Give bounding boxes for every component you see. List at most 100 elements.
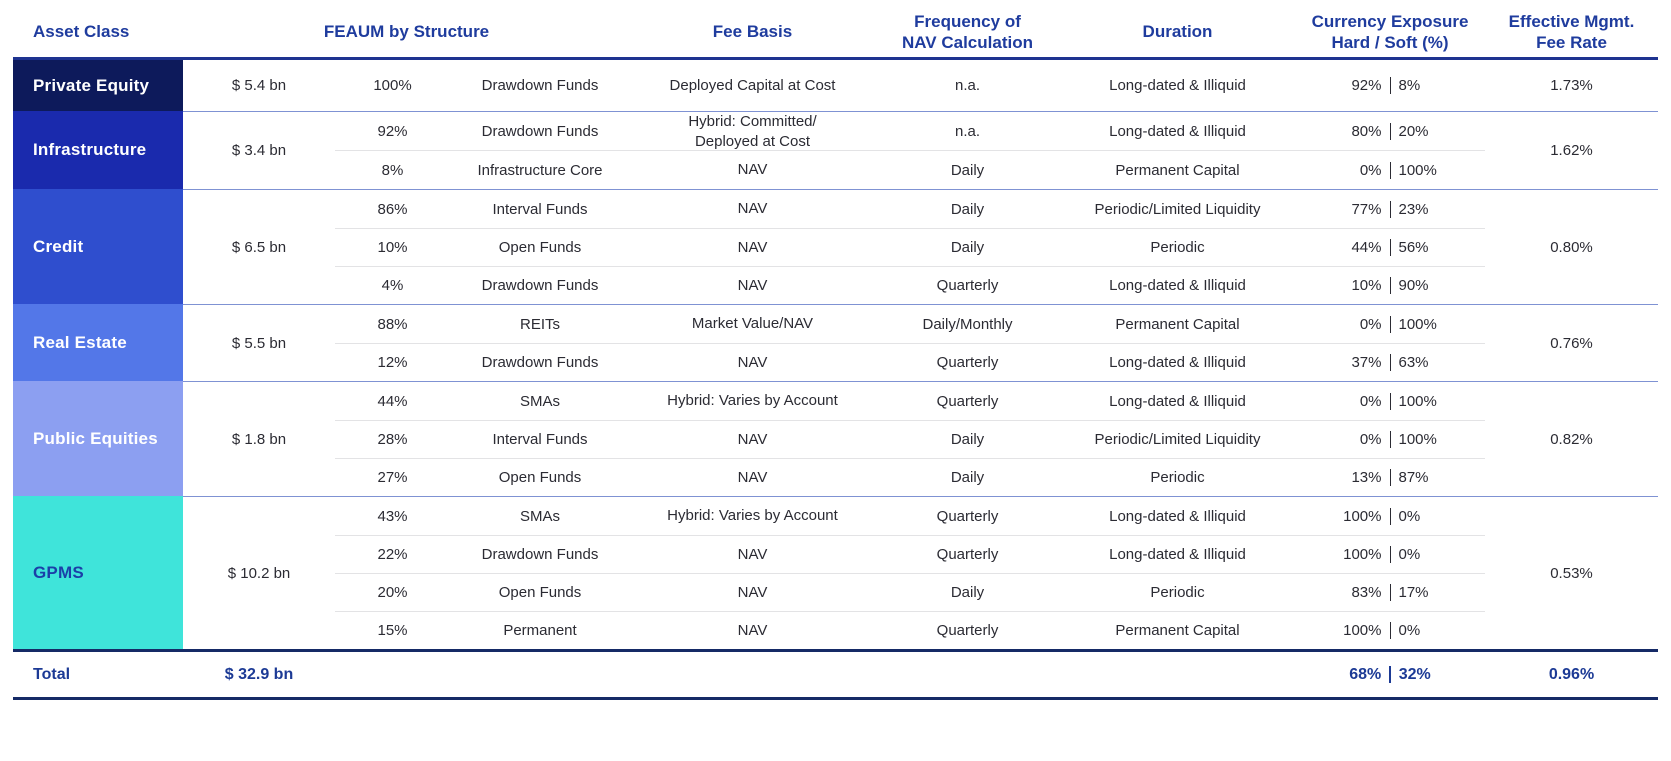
structure-row: 28% Interval Funds NAV Daily Periodic/Li… xyxy=(335,420,1485,458)
hard-soft-divider xyxy=(1389,77,1391,94)
currency-exposure-value: 0% 100% xyxy=(1295,392,1485,410)
total-fee-rate-value: 0.96% xyxy=(1548,665,1595,683)
hard-currency-value: 80% xyxy=(1351,123,1382,140)
structure-name: Interval Funds xyxy=(492,431,588,448)
structure-name: REITs xyxy=(519,315,560,333)
currency-exposure-value: 80% 20% xyxy=(1295,123,1485,140)
asset-class-name: Public Equities xyxy=(33,428,158,448)
structure-percent: 15% xyxy=(377,622,408,639)
total-row: Total $ 32.9 bn 68% 32% 0.96% xyxy=(13,652,1658,697)
nav-frequency-value: Daily xyxy=(950,239,985,256)
structure-row: 20% Open Funds NAV Daily Periodic 83% 17… xyxy=(335,573,1485,611)
nav-frequency-value: Daily xyxy=(950,469,985,486)
currency-exposure-value: 0% 100% xyxy=(1295,161,1485,179)
total-soft-currency-value: 32% xyxy=(1398,665,1431,683)
fee-rate-value: 1.73% xyxy=(1550,77,1593,94)
asset-class-cell: GPMS xyxy=(13,496,183,649)
structure-name: Open Funds xyxy=(498,469,582,486)
structure-percent: 92% xyxy=(377,123,408,140)
duration-value: Periodic/Limited Liquidity xyxy=(1094,431,1261,448)
hard-soft-divider xyxy=(1389,123,1391,140)
fee-basis-value: Market Value/NAV xyxy=(691,315,814,333)
feaum-structure-table: Asset Class FEAUM by Structure Fee Basis… xyxy=(13,8,1658,700)
soft-currency-value: 100% xyxy=(1398,315,1437,333)
asset-class-group-body: $ 10.2 bn 43% SMAs Hybrid: Varies by Acc… xyxy=(183,496,1658,649)
hard-currency-value: 13% xyxy=(1351,469,1382,486)
structure-percent: 22% xyxy=(377,546,408,563)
fee-rate-value: 1.62% xyxy=(1550,142,1593,159)
asset-class-name: Real Estate xyxy=(33,332,127,352)
structure-rows: 92% Drawdown Funds Hybrid: Committed/ De… xyxy=(335,112,1485,189)
total-top-rule xyxy=(13,649,1658,652)
hard-soft-divider xyxy=(1389,584,1391,601)
fee-basis-value: NAV xyxy=(737,276,768,294)
asset-class-group: Credit $ 6.5 bn 86% Interval Funds NAV D… xyxy=(13,189,1658,304)
structure-rows: 43% SMAs Hybrid: Varies by Account Quart… xyxy=(335,497,1485,649)
duration-value: Periodic xyxy=(1150,584,1205,601)
soft-currency-value: 100% xyxy=(1398,431,1437,448)
asset-class-group-body: $ 3.4 bn 92% Drawdown Funds Hybrid: Comm… xyxy=(183,111,1658,189)
currency-exposure-value: 77% 23% xyxy=(1295,200,1485,218)
fee-basis-value: Hybrid: Varies by Account xyxy=(667,507,838,525)
structure-name: Drawdown Funds xyxy=(481,77,599,94)
hard-soft-divider xyxy=(1389,666,1391,683)
duration-value: Periodic xyxy=(1150,239,1205,256)
hard-currency-value: 100% xyxy=(1343,546,1382,563)
fee-basis-value: NAV xyxy=(737,430,768,448)
structure-percent: 43% xyxy=(377,507,408,525)
feaum-value: $ 5.4 bn xyxy=(231,77,287,94)
structure-name: SMAs xyxy=(519,392,560,410)
asset-class-group: Infrastructure $ 3.4 bn 92% Drawdown Fun… xyxy=(13,111,1658,189)
nav-frequency-value: Daily/Monthly xyxy=(922,315,1013,333)
total-label: Total xyxy=(33,665,71,683)
duration-value: Long-dated & Illiquid xyxy=(1109,77,1246,94)
soft-currency-value: 8% xyxy=(1398,77,1421,94)
fee-basis-value: NAV xyxy=(737,583,768,601)
nav-frequency-value: Quarterly xyxy=(936,392,999,410)
currency-exposure-value: 100% 0% xyxy=(1295,546,1485,563)
structure-name: Drawdown Funds xyxy=(481,354,599,371)
structure-percent: 88% xyxy=(377,315,408,333)
asset-class-group: GPMS $ 10.2 bn 43% SMAs Hybrid: Varies b… xyxy=(13,496,1658,649)
structure-row: 100% Drawdown Funds Deployed Capital at … xyxy=(335,60,1485,111)
currency-exposure-value: 10% 90% xyxy=(1295,277,1485,294)
structure-row: 44% SMAs Hybrid: Varies by Account Quart… xyxy=(335,382,1485,420)
structure-rows: 44% SMAs Hybrid: Varies by Account Quart… xyxy=(335,382,1485,496)
asset-class-name: Private Equity xyxy=(33,75,150,95)
hard-soft-divider xyxy=(1389,622,1391,639)
hard-currency-value: 100% xyxy=(1343,507,1382,525)
soft-currency-value: 0% xyxy=(1398,622,1421,639)
total-currency-exposure: 68% 32% xyxy=(1295,666,1485,684)
currency-exposure-value: 0% 100% xyxy=(1295,315,1485,333)
header-feaum-by-structure: FEAUM by Structure xyxy=(323,22,490,42)
hard-soft-divider xyxy=(1389,431,1391,448)
header-currency-exposure: Currency Exposure Hard / Soft (%) xyxy=(1311,11,1469,52)
hard-soft-divider xyxy=(1389,315,1391,333)
asset-class-group: Real Estate $ 5.5 bn 88% REITs Market Va… xyxy=(13,304,1658,381)
structure-row: 86% Interval Funds NAV Daily Periodic/Li… xyxy=(335,190,1485,228)
table-header-row: Asset Class FEAUM by Structure Fee Basis… xyxy=(13,8,1658,57)
structure-row: 27% Open Funds NAV Daily Periodic 13% 87… xyxy=(335,458,1485,496)
structure-name: Infrastructure Core xyxy=(477,161,603,179)
nav-frequency-value: Quarterly xyxy=(936,546,999,563)
structure-percent: 12% xyxy=(377,354,408,371)
asset-class-group-body: $ 5.4 bn 100% Drawdown Funds Deployed Ca… xyxy=(183,60,1658,111)
soft-currency-value: 56% xyxy=(1398,239,1429,256)
structure-percent: 86% xyxy=(377,200,408,218)
hard-soft-divider xyxy=(1389,546,1391,563)
asset-class-groups: Private Equity $ 5.4 bn 100% Drawdown Fu… xyxy=(13,60,1658,649)
structure-row: 15% Permanent NAV Quarterly Permanent Ca… xyxy=(335,611,1485,649)
duration-value: Long-dated & Illiquid xyxy=(1109,392,1246,410)
hard-currency-value: 37% xyxy=(1351,354,1382,371)
hard-currency-value: 0% xyxy=(1359,392,1382,410)
nav-frequency-value: Quarterly xyxy=(936,622,999,639)
structure-percent: 100% xyxy=(373,77,412,94)
nav-frequency-value: Quarterly xyxy=(936,354,999,371)
soft-currency-value: 63% xyxy=(1398,354,1429,371)
hard-currency-value: 44% xyxy=(1351,239,1382,256)
hard-soft-divider xyxy=(1389,161,1391,179)
soft-currency-value: 23% xyxy=(1398,200,1429,218)
soft-currency-value: 87% xyxy=(1398,469,1429,486)
hard-currency-value: 0% xyxy=(1359,161,1382,179)
duration-value: Permanent Capital xyxy=(1115,161,1240,179)
